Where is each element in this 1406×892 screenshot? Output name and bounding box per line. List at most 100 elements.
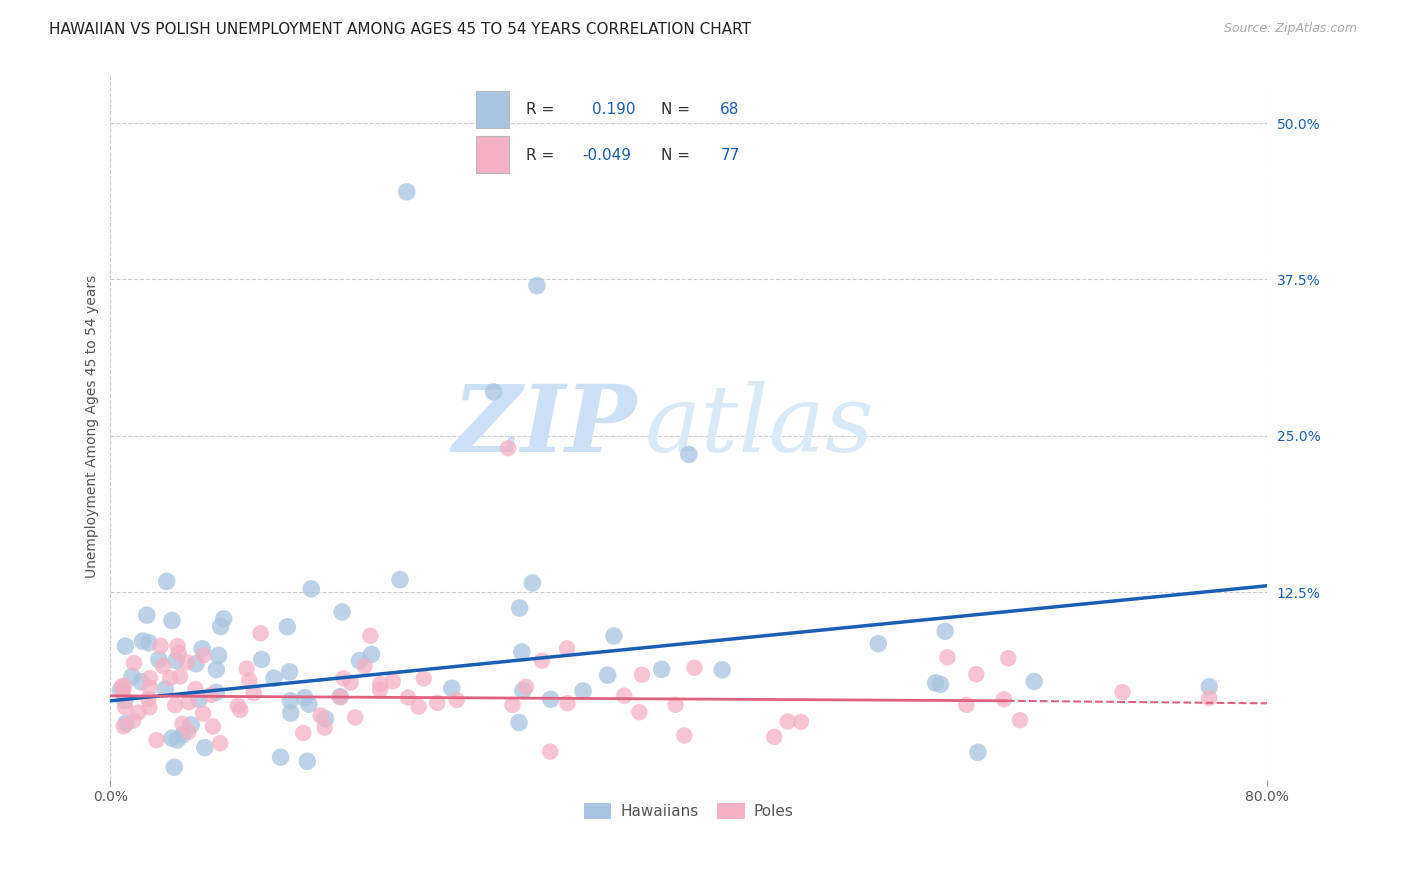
Point (201, 719, 224, 733)
Point (152, 659, 174, 673)
Point (167, 646, 190, 660)
Point (388, 573, 411, 587)
Point (965, 667, 987, 681)
Point (1111, 685, 1133, 699)
Point (508, 715, 530, 730)
Point (139, 671, 162, 685)
Point (207, 648, 229, 663)
Point (111, 680, 134, 694)
Point (177, 724, 200, 739)
Point (250, 652, 273, 666)
Point (299, 582, 322, 596)
Point (1008, 713, 1031, 727)
Point (112, 719, 135, 733)
Point (1198, 691, 1220, 706)
Point (555, 641, 578, 656)
Point (314, 721, 336, 735)
Point (205, 663, 228, 677)
Point (184, 657, 207, 671)
Point (651, 662, 673, 676)
Point (188, 692, 211, 706)
Point (711, 663, 734, 677)
Point (194, 740, 217, 755)
Point (678, 447, 700, 461)
Point (160, 614, 183, 628)
Point (790, 714, 813, 729)
Point (329, 690, 352, 704)
Point (368, 682, 391, 697)
Point (440, 681, 463, 695)
Point (278, 694, 301, 708)
Point (426, 696, 449, 710)
Point (122, 656, 145, 670)
Point (538, 745, 561, 759)
Point (263, 671, 285, 685)
Point (515, 680, 537, 694)
Point (396, 690, 419, 705)
Point (172, 728, 194, 742)
Point (270, 750, 292, 764)
Point (596, 668, 619, 682)
Point (628, 705, 651, 719)
Point (395, 185, 418, 199)
Point (138, 681, 160, 695)
Point (242, 686, 264, 700)
Point (112, 679, 135, 693)
Point (191, 641, 214, 656)
Point (122, 714, 145, 728)
Point (280, 706, 302, 720)
Point (955, 698, 977, 712)
Point (368, 677, 391, 691)
Point (509, 601, 531, 615)
Point (967, 745, 990, 759)
Point (209, 619, 232, 633)
Text: atlas: atlas (645, 381, 875, 471)
Point (136, 692, 159, 706)
Point (166, 639, 188, 653)
Point (177, 695, 200, 709)
Point (115, 716, 138, 731)
Point (929, 677, 952, 691)
Point (209, 736, 232, 750)
Point (934, 624, 956, 639)
Point (127, 706, 149, 720)
Point (153, 682, 176, 697)
Point (557, 696, 579, 710)
Point (212, 612, 235, 626)
Point (131, 634, 153, 648)
Point (339, 675, 361, 690)
Point (673, 728, 696, 742)
Point (166, 733, 188, 747)
Point (235, 662, 257, 676)
Point (329, 690, 352, 704)
Point (205, 685, 228, 699)
Point (148, 652, 170, 666)
Point (512, 683, 534, 698)
Point (238, 673, 260, 688)
Text: HAWAIIAN VS POLISH UNEMPLOYMENT AMONG AGES 45 TO 54 YEARS CORRELATION CHART: HAWAIIAN VS POLISH UNEMPLOYMENT AMONG AG… (49, 22, 751, 37)
Point (664, 698, 686, 712)
Point (332, 672, 354, 686)
Point (294, 690, 316, 705)
Point (1198, 680, 1220, 694)
Point (344, 710, 367, 724)
Point (114, 700, 136, 714)
Point (631, 667, 654, 681)
Point (408, 699, 430, 714)
Point (121, 669, 143, 683)
Point (993, 692, 1015, 706)
Point (165, 698, 187, 713)
Point (572, 684, 595, 698)
Point (997, 651, 1019, 665)
Point (540, 692, 562, 706)
Point (501, 698, 523, 712)
Point (276, 620, 298, 634)
Point (114, 639, 136, 653)
Point (936, 650, 959, 665)
Point (176, 655, 198, 669)
Point (613, 689, 636, 703)
Point (522, 576, 544, 591)
Point (160, 731, 183, 746)
Point (229, 703, 252, 717)
Point (138, 700, 160, 714)
